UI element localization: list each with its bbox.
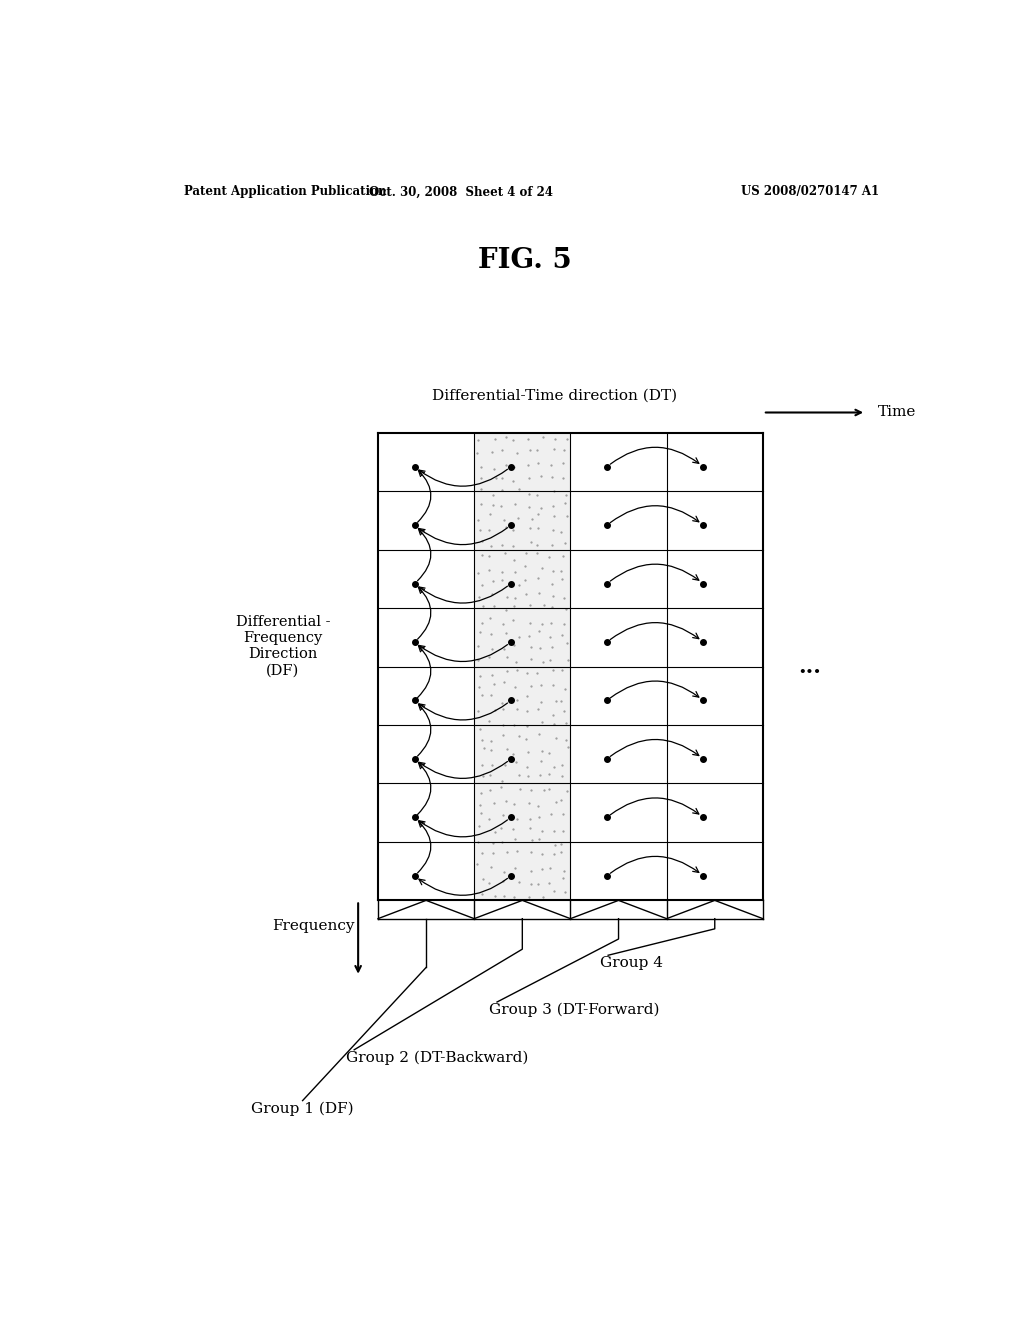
Text: Oct. 30, 2008  Sheet 4 of 24: Oct. 30, 2008 Sheet 4 of 24 (370, 185, 553, 198)
Text: FIG. 5: FIG. 5 (478, 247, 571, 273)
Text: Differential-Time direction (DT): Differential-Time direction (DT) (432, 388, 677, 403)
Text: Patent Application Publication: Patent Application Publication (183, 185, 386, 198)
Text: Time: Time (878, 405, 916, 420)
Text: Frequency: Frequency (271, 919, 354, 933)
Text: Group 2 (DT-Backward): Group 2 (DT-Backward) (346, 1051, 528, 1065)
Text: Group 4: Group 4 (600, 957, 664, 970)
Text: Group 1 (DF): Group 1 (DF) (251, 1101, 353, 1115)
Text: Differential -
Frequency
Direction
(DF): Differential - Frequency Direction (DF) (236, 615, 330, 677)
Text: ...: ... (799, 656, 821, 677)
Text: US 2008/0270147 A1: US 2008/0270147 A1 (741, 185, 880, 198)
Text: Group 3 (DT-Forward): Group 3 (DT-Forward) (489, 1003, 659, 1018)
Bar (474, 433, 570, 900)
